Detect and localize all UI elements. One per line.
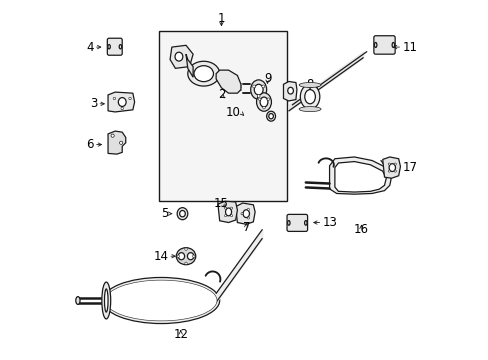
Ellipse shape: [266, 111, 275, 121]
Ellipse shape: [266, 98, 269, 100]
Ellipse shape: [187, 61, 219, 86]
Polygon shape: [170, 45, 193, 68]
Polygon shape: [283, 81, 296, 101]
Text: 13: 13: [322, 216, 337, 229]
Ellipse shape: [262, 85, 264, 88]
Text: 6: 6: [86, 138, 94, 151]
Ellipse shape: [268, 113, 273, 119]
Text: 1: 1: [217, 12, 225, 25]
Ellipse shape: [76, 297, 80, 305]
Polygon shape: [329, 157, 391, 194]
Ellipse shape: [184, 262, 187, 265]
Ellipse shape: [175, 52, 183, 61]
Ellipse shape: [393, 163, 396, 165]
FancyBboxPatch shape: [107, 38, 122, 55]
Ellipse shape: [374, 42, 376, 48]
Ellipse shape: [287, 221, 289, 225]
Bar: [159, 31, 286, 201]
Ellipse shape: [304, 90, 315, 104]
Ellipse shape: [179, 211, 185, 217]
Ellipse shape: [393, 170, 396, 172]
Ellipse shape: [243, 210, 249, 217]
Ellipse shape: [102, 282, 110, 319]
Polygon shape: [334, 162, 386, 192]
Text: 9: 9: [263, 72, 271, 85]
Ellipse shape: [260, 97, 267, 107]
FancyBboxPatch shape: [286, 215, 307, 231]
Ellipse shape: [258, 98, 261, 100]
Ellipse shape: [287, 87, 293, 94]
Ellipse shape: [184, 248, 187, 250]
Ellipse shape: [187, 253, 193, 260]
Ellipse shape: [247, 208, 249, 211]
Ellipse shape: [119, 141, 122, 144]
Text: 2: 2: [217, 89, 225, 102]
Text: 11: 11: [402, 41, 416, 54]
Ellipse shape: [176, 248, 195, 265]
Polygon shape: [382, 157, 400, 178]
Ellipse shape: [225, 208, 231, 216]
Text: 14: 14: [153, 250, 168, 263]
Ellipse shape: [250, 80, 266, 99]
Ellipse shape: [121, 107, 123, 110]
Ellipse shape: [388, 164, 395, 171]
Text: 17: 17: [402, 161, 416, 174]
Text: 4: 4: [86, 41, 94, 54]
Polygon shape: [218, 201, 237, 222]
Ellipse shape: [111, 134, 114, 137]
Ellipse shape: [119, 45, 122, 49]
Polygon shape: [185, 54, 193, 77]
Ellipse shape: [300, 84, 319, 109]
Ellipse shape: [118, 98, 126, 107]
Ellipse shape: [105, 280, 217, 321]
Ellipse shape: [113, 97, 116, 100]
Ellipse shape: [177, 208, 187, 220]
Polygon shape: [235, 203, 255, 224]
Ellipse shape: [108, 45, 110, 49]
Ellipse shape: [194, 66, 213, 82]
Ellipse shape: [256, 93, 271, 111]
Ellipse shape: [257, 95, 260, 98]
Ellipse shape: [299, 82, 321, 87]
Ellipse shape: [247, 217, 249, 219]
Ellipse shape: [387, 163, 389, 165]
FancyBboxPatch shape: [373, 36, 394, 54]
Text: 10: 10: [225, 106, 241, 119]
Text: 12: 12: [173, 328, 188, 341]
Ellipse shape: [104, 289, 108, 312]
Ellipse shape: [224, 215, 226, 217]
Text: 7: 7: [242, 221, 249, 234]
Ellipse shape: [178, 253, 184, 260]
Ellipse shape: [102, 278, 219, 324]
Polygon shape: [216, 70, 241, 93]
Ellipse shape: [230, 207, 232, 209]
Ellipse shape: [224, 207, 226, 209]
Text: 15: 15: [214, 197, 228, 210]
Ellipse shape: [387, 170, 389, 172]
Text: 5: 5: [161, 207, 168, 220]
Ellipse shape: [177, 255, 179, 257]
Ellipse shape: [230, 215, 232, 217]
Text: 3: 3: [90, 97, 97, 110]
Polygon shape: [108, 92, 134, 112]
Ellipse shape: [252, 85, 255, 88]
Ellipse shape: [254, 84, 263, 95]
Ellipse shape: [128, 97, 131, 100]
Ellipse shape: [262, 107, 264, 109]
Polygon shape: [108, 131, 125, 154]
Ellipse shape: [299, 107, 321, 112]
Ellipse shape: [192, 255, 195, 257]
Text: 8: 8: [306, 78, 313, 91]
Text: 16: 16: [353, 223, 368, 236]
Ellipse shape: [391, 42, 394, 48]
Ellipse shape: [304, 221, 306, 225]
Ellipse shape: [241, 213, 243, 215]
